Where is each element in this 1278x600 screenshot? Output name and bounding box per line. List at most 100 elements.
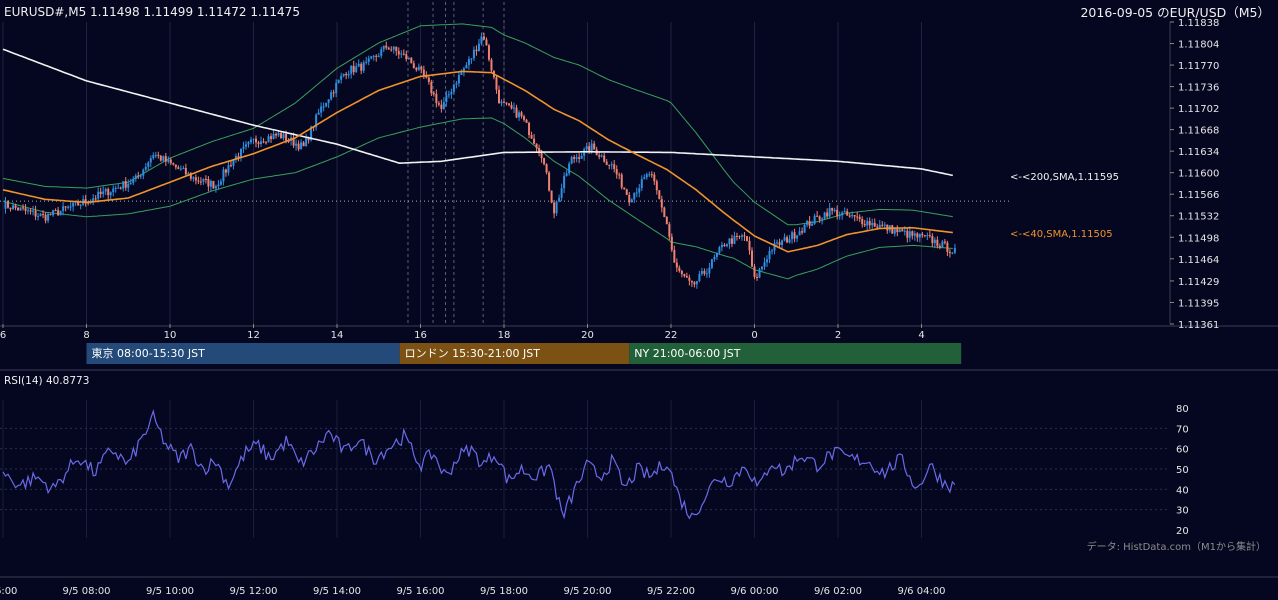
hour-tick-label: 12 (247, 330, 260, 341)
candle-body (861, 218, 864, 225)
candle-body (252, 138, 255, 140)
candle-body (192, 177, 195, 179)
candle-body (282, 133, 285, 139)
candle-body (277, 133, 280, 136)
candle-body (432, 93, 435, 95)
price-tick-label: 1.11668 (1178, 126, 1219, 137)
candle-body (194, 177, 197, 181)
candle-body (548, 172, 551, 191)
candle-body (655, 181, 658, 191)
candle-body (287, 140, 290, 142)
candle-body (420, 66, 423, 70)
candle-body (415, 68, 418, 70)
candle-body (407, 57, 410, 60)
candle-body (598, 155, 601, 157)
bollinger-bands (2, 23, 953, 280)
rsi-axis: 80 70 60 50 40 30 20 (1176, 404, 1189, 537)
candle-body (117, 187, 120, 189)
candle-body (500, 101, 503, 104)
candle-body (430, 81, 433, 94)
candle-body (906, 230, 909, 238)
candle-body (911, 231, 914, 236)
time-tick-label: 9/5 10:00 (146, 586, 194, 597)
candle-body (675, 262, 678, 268)
candle-body (367, 58, 370, 62)
candle-body (172, 163, 175, 165)
candle-body (630, 199, 633, 203)
candle-body (593, 143, 596, 150)
candle-body (222, 169, 225, 182)
candle-body (340, 75, 343, 80)
price-tick-label: 1.11429 (1178, 277, 1219, 288)
candle-body (853, 215, 856, 217)
rsi-label: RSI(14) 40.8773 (4, 375, 89, 387)
candle-body (876, 226, 879, 228)
candle-body (758, 269, 761, 278)
candle-body (926, 235, 929, 237)
candle-body (167, 159, 170, 162)
candle-body (232, 159, 235, 166)
candle-body (142, 169, 145, 176)
candle-body (212, 180, 215, 189)
candle-body (921, 234, 924, 236)
candle-body (207, 178, 210, 187)
candle-body (786, 237, 789, 243)
candle-body (199, 181, 202, 183)
time-tick-label: 9/5 20:00 (563, 586, 611, 597)
candle-body (858, 216, 861, 219)
candle-body (863, 224, 866, 226)
candle-body (380, 49, 383, 56)
candle-body (903, 230, 906, 232)
candle-body (262, 141, 265, 143)
hour-tick-label: 20 (581, 330, 594, 341)
candle-body (653, 174, 656, 182)
candle-body (14, 205, 17, 208)
time-tick-label: 9/6 02:00 (814, 586, 862, 597)
candle-body (29, 210, 32, 212)
candle-body (508, 103, 511, 105)
hour-tick-label: 2 (835, 330, 841, 341)
candle-body (513, 107, 516, 109)
candle-body (485, 39, 488, 46)
candle-body (255, 138, 258, 143)
candle-body (796, 235, 799, 239)
candle-body (730, 238, 733, 244)
candle-body (588, 146, 591, 152)
candle-body (490, 59, 493, 71)
candle-body (24, 208, 27, 211)
candle-body (247, 142, 250, 145)
candle-body (332, 92, 335, 94)
candle-body (285, 133, 288, 141)
candle-body (412, 63, 415, 69)
candle-body (833, 209, 836, 211)
candle-body (57, 210, 60, 216)
candle-body (698, 274, 701, 282)
time-tick-label: 9/5 14:00 (313, 586, 361, 597)
candle-body (728, 238, 731, 245)
candle-body (710, 259, 713, 268)
candle-body (625, 189, 628, 195)
candle-body (224, 169, 227, 173)
candle-body (733, 235, 736, 244)
candle-body (102, 191, 105, 195)
candle-body (260, 141, 263, 145)
candle-body (134, 175, 137, 180)
candle-body (325, 102, 328, 107)
candle-body (643, 177, 646, 180)
candle-body (693, 282, 696, 285)
candle-body (305, 137, 308, 147)
price-tick-label: 1.11702 (1178, 104, 1219, 115)
candle-body (756, 277, 759, 279)
symbol-info: EURUSD#,M5 1.11498 1.11499 1.11472 1.114… (4, 5, 300, 19)
candle-body (390, 49, 393, 51)
time-tick-label: 9/5 12:00 (229, 586, 277, 597)
sma200-label: <-<200,SMA,1.11595 (1010, 172, 1119, 183)
candle-body (327, 99, 330, 103)
candle-body (450, 91, 453, 95)
candle-body (22, 207, 25, 209)
candle-body (563, 175, 566, 189)
candle-body (159, 155, 162, 161)
candle-body (239, 148, 242, 158)
candle-body (452, 84, 455, 92)
candle-body (139, 175, 142, 177)
